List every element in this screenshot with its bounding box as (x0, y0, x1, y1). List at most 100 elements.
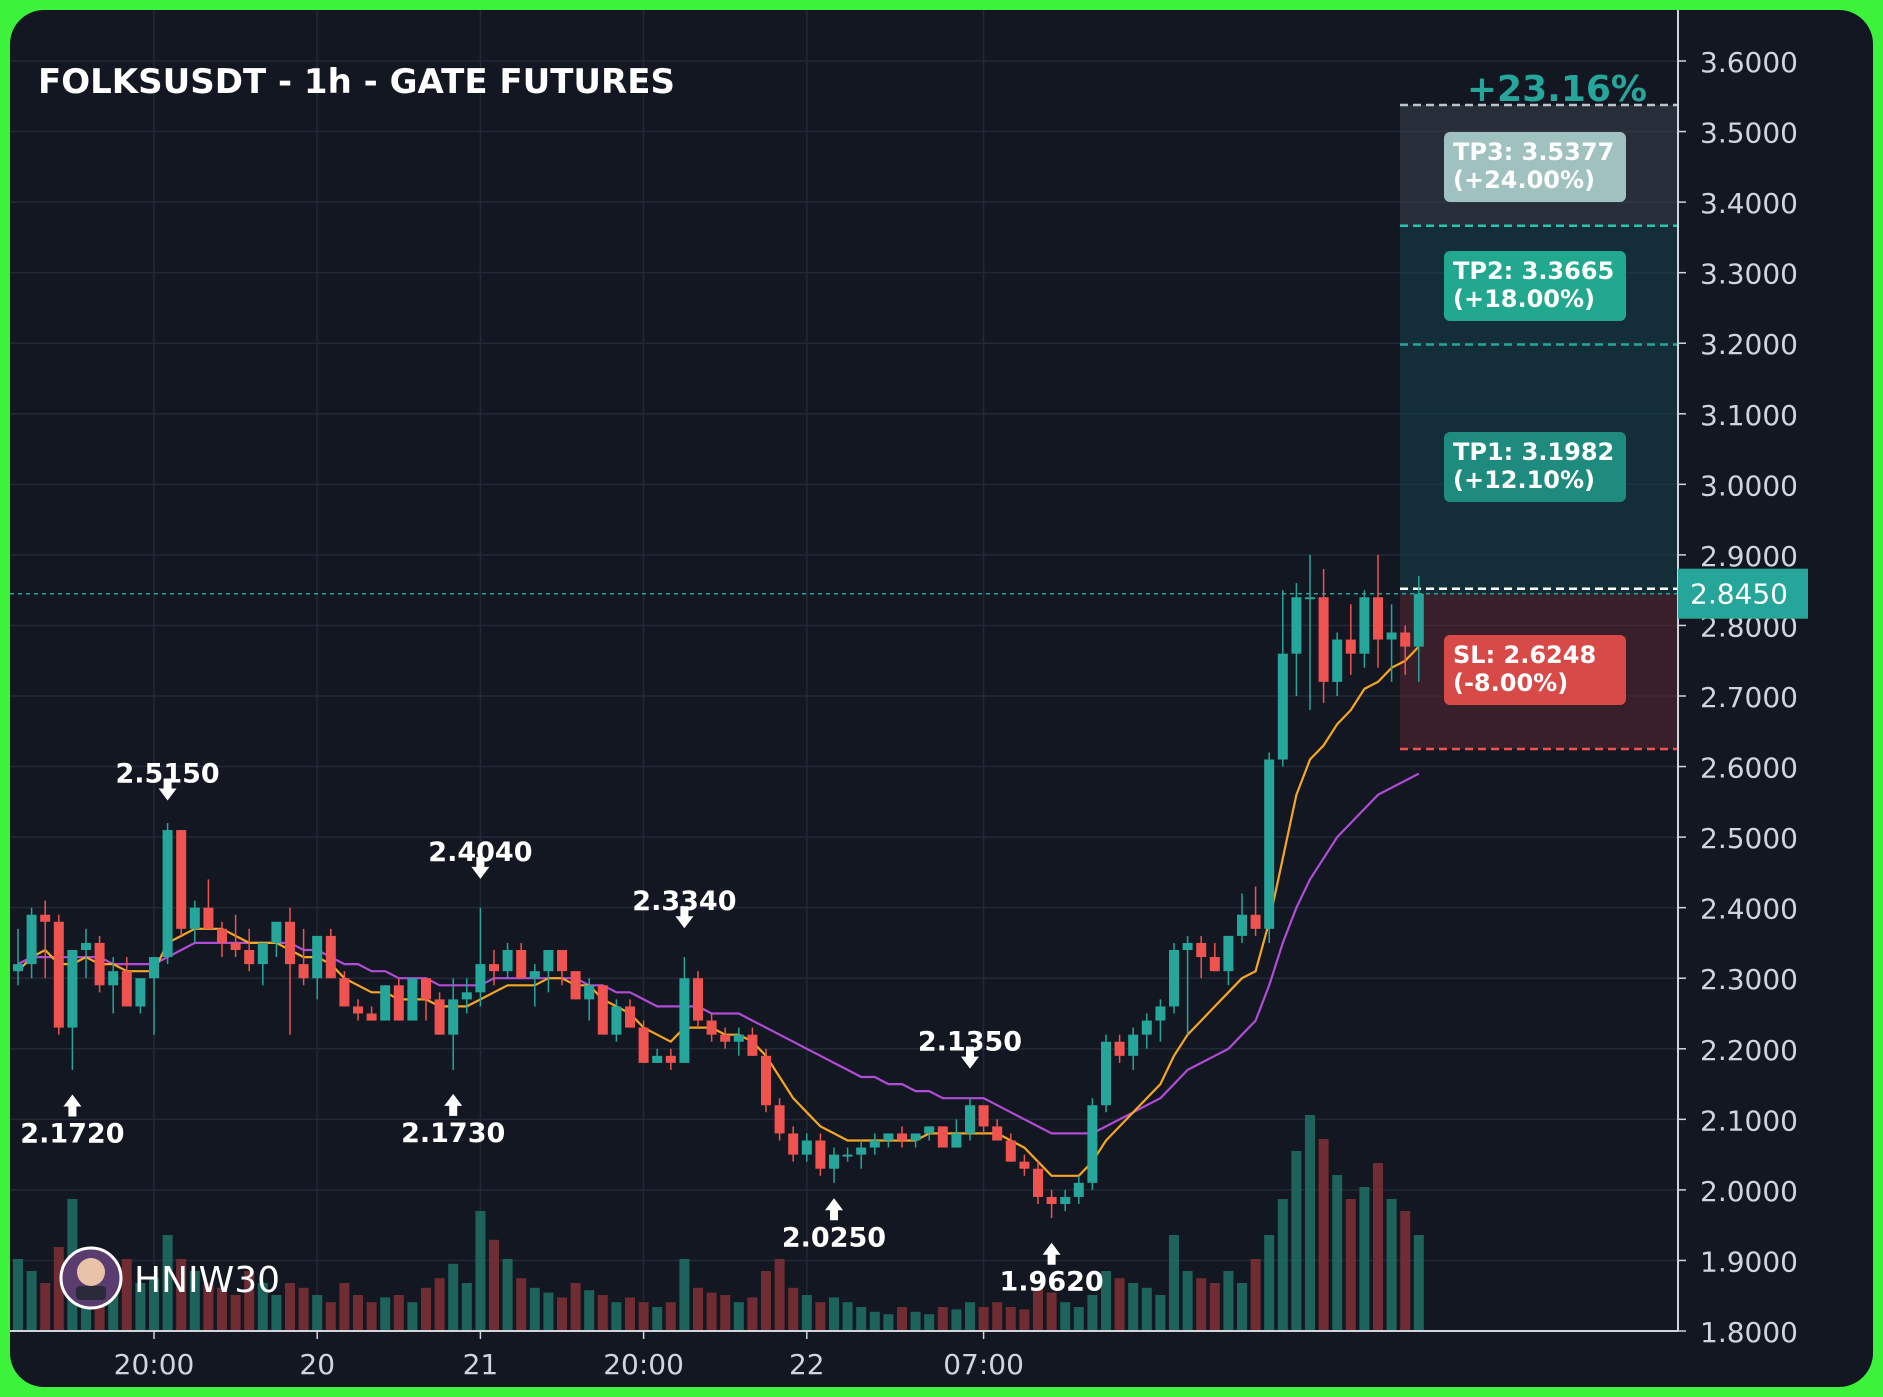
volume-bar (1305, 1115, 1315, 1331)
candle-body (693, 978, 703, 1021)
volume-bar (1155, 1295, 1166, 1331)
candle-body (475, 964, 486, 993)
volume-bar (40, 1283, 51, 1331)
candle-body (189, 907, 200, 929)
swing-labels: 2.1720 2.5150 2.1730 2.4040 2.3340 2.0250 2.13… (20, 759, 1103, 1298)
volume-bar (257, 1283, 268, 1331)
candle-body (883, 1133, 894, 1141)
volume-bar (1291, 1151, 1302, 1331)
arrow-down-icon (471, 856, 490, 879)
tp2-label: TP2: 3.3665(+18.00%) (1444, 251, 1626, 321)
chart-frame: 2.1720 2.5150 2.1730 2.4040 2.3340 2.0250 2.13… (10, 10, 1873, 1387)
watermark: HNIW30 (59, 1246, 280, 1310)
volume-bar (26, 1271, 37, 1331)
candle-body (298, 964, 309, 979)
candle-body (597, 985, 608, 1035)
candle-body (339, 978, 350, 1007)
volume-bar (951, 1309, 962, 1331)
volume-bar (625, 1297, 635, 1331)
volume-bar (1073, 1307, 1084, 1331)
x-tick-label: 07:00 (943, 1348, 1024, 1381)
candle-body (434, 999, 445, 1035)
volume-bar (244, 1271, 255, 1331)
tp3-label-box (1444, 132, 1626, 202)
volume-bar (1223, 1271, 1234, 1331)
volume-bar (1182, 1271, 1193, 1331)
candle-body (570, 971, 581, 1000)
candle-body (924, 1126, 935, 1134)
volume-bar (203, 1283, 214, 1331)
volume-bar (897, 1307, 907, 1331)
candle-body (1073, 1182, 1084, 1197)
arrow-up-icon (825, 1198, 843, 1221)
arrow-down-icon (675, 906, 694, 929)
candle-body (1332, 639, 1343, 682)
volume-bar (339, 1283, 350, 1331)
volume-bar (965, 1302, 975, 1331)
volume-bar (421, 1287, 431, 1331)
y-tick-label: 3.3000 (1700, 258, 1798, 291)
volume-bar (380, 1297, 391, 1331)
candle-body (366, 1013, 377, 1021)
volume-bar (883, 1314, 894, 1331)
candle-body (1114, 1041, 1125, 1056)
volume-bar (1101, 1271, 1111, 1331)
volume-bar (788, 1287, 799, 1331)
volume-bar (230, 1295, 241, 1331)
candle-body (937, 1126, 948, 1148)
volume-bar (285, 1283, 295, 1331)
candle-body (856, 1147, 867, 1155)
volume-bar (298, 1287, 309, 1331)
volume-bar (665, 1302, 676, 1331)
candle-body (257, 942, 268, 965)
candle-body (67, 950, 78, 1028)
y-tick-label: 2.5000 (1700, 822, 1798, 855)
volume-bar (108, 1287, 119, 1331)
swing-label: 2.1720 (20, 1119, 124, 1150)
candle-body (1169, 950, 1179, 1007)
candle-body (1019, 1161, 1030, 1169)
volume-bar (312, 1295, 323, 1331)
candle-body (584, 985, 595, 1000)
x-tick-label: 21 (463, 1348, 499, 1381)
volume-bar (149, 1278, 159, 1331)
candle-body (1128, 1034, 1139, 1056)
candle-body (1359, 597, 1370, 654)
volume-bar (1250, 1259, 1261, 1331)
volume-bar (638, 1302, 649, 1331)
volume-bar (407, 1302, 418, 1331)
candle-body (869, 1140, 880, 1148)
volume-bar (1196, 1278, 1207, 1331)
candle-body (788, 1133, 799, 1155)
y-tick-label: 2.2000 (1700, 1034, 1798, 1067)
volume-bar (121, 1259, 132, 1331)
grid (10, 10, 1678, 1332)
swing-label: 2.1730 (401, 1118, 505, 1149)
volume-bar (1005, 1307, 1016, 1331)
candle-body (652, 1055, 663, 1063)
volume-bar (693, 1287, 703, 1331)
candle-body (285, 921, 295, 965)
volume-bar (774, 1259, 785, 1331)
volume-bar (1128, 1283, 1139, 1331)
candle-body (747, 1034, 758, 1056)
candle-body (761, 1055, 771, 1106)
candle-body (149, 957, 159, 979)
swing-label: 2.0250 (782, 1222, 886, 1253)
current-price-tag-label: 2.8450 (1690, 578, 1788, 611)
candle-body (407, 978, 418, 1021)
volume-bar (353, 1295, 363, 1331)
volume-bar (1332, 1175, 1343, 1331)
volume-bar (176, 1259, 187, 1331)
price-chart[interactable]: 2.1720 2.5150 2.1730 2.4040 2.3340 2.0250 2.13… (10, 10, 1873, 1387)
candle-body (543, 950, 554, 972)
candle-body (461, 992, 472, 1000)
volume-bar (502, 1259, 513, 1331)
volume-bar (1277, 1199, 1288, 1331)
y-tick-label: 2.9000 (1700, 540, 1798, 573)
volume-bar (584, 1290, 595, 1331)
volume-bar (815, 1302, 826, 1331)
arrow-up-icon (1042, 1242, 1061, 1265)
volume-bar (747, 1297, 758, 1331)
volume-bar (475, 1211, 486, 1331)
